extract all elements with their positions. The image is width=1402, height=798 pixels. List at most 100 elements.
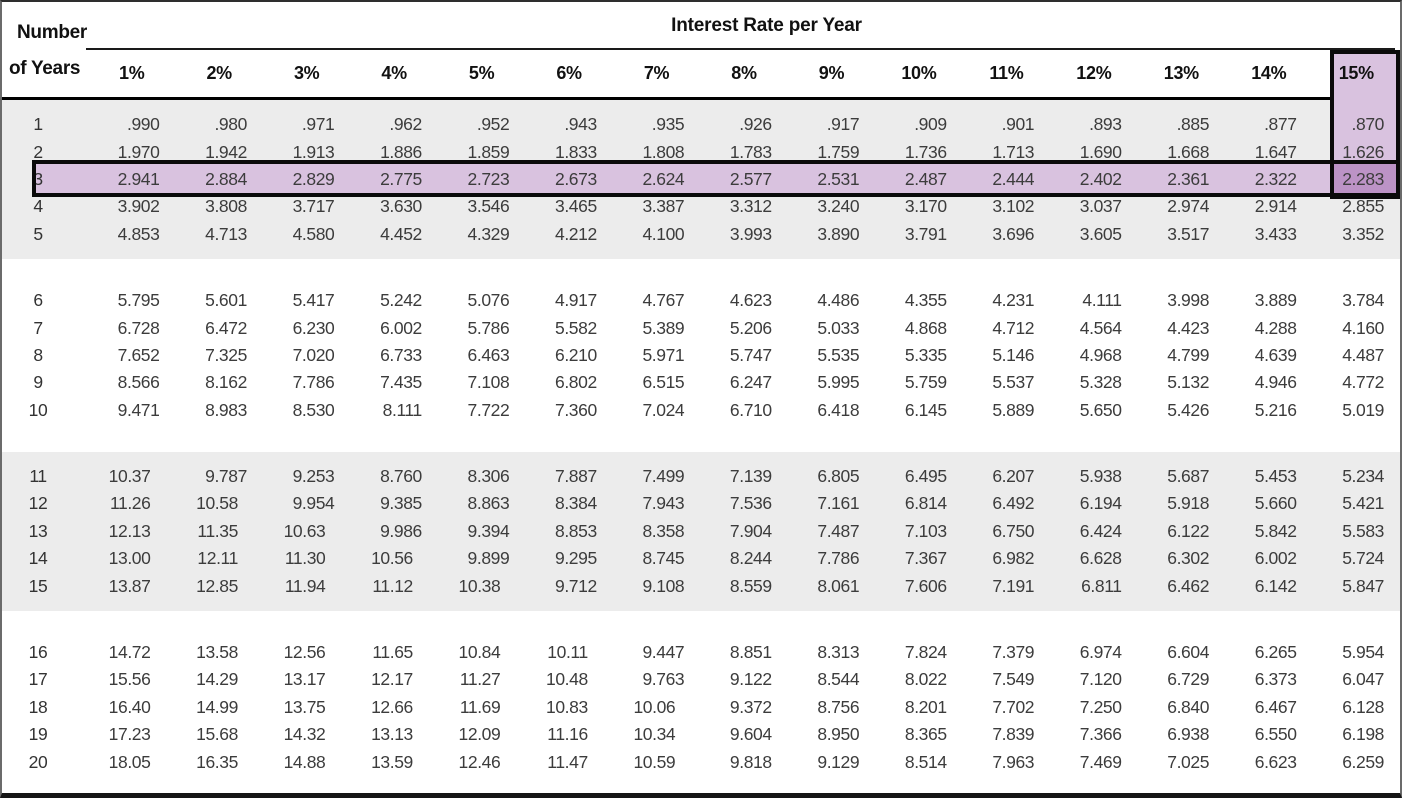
year-cell: 18 xyxy=(28,696,48,717)
column-header-7pct: 7% xyxy=(643,63,670,83)
value-cell: 2.884 xyxy=(205,168,247,189)
value-cell: 6.802 xyxy=(555,372,597,393)
value-cell: 3.902 xyxy=(117,196,160,217)
value-cell: 4.968 xyxy=(1079,344,1122,365)
year-cell: 12 xyxy=(28,493,48,514)
value-cell: 3.890 xyxy=(817,223,860,244)
value-cell: 2.941 xyxy=(117,168,160,189)
value-cell: 2.914 xyxy=(1254,196,1297,217)
year-cell: 15 xyxy=(28,575,48,596)
value-cell: 12.09 xyxy=(458,724,501,745)
value-cell: 6.492 xyxy=(992,493,1035,514)
value-cell: 5.206 xyxy=(729,317,772,338)
value-cell: 5.132 xyxy=(1167,372,1210,393)
value-cell: 1.970 xyxy=(117,141,160,162)
column-header-3pct: 3% xyxy=(293,63,320,83)
value-cell: 4.160 xyxy=(1342,317,1384,338)
value-cell: 9.129 xyxy=(817,751,860,772)
value-cell: 7.487 xyxy=(817,520,860,541)
value-cell: 8.745 xyxy=(642,548,685,569)
value-cell: 2.829 xyxy=(292,168,335,189)
value-cell: 17.23 xyxy=(108,724,151,745)
table-row-year-5: 5 4.853 4.713 4.580 4.452 4.329 4.212 4.100 3.99… xyxy=(2,221,1400,248)
value-cell: 6.463 xyxy=(467,344,510,365)
value-cell: 3.433 xyxy=(1254,223,1297,244)
year-cell: 6 xyxy=(33,290,43,311)
value-cell: 1.942 xyxy=(205,141,247,162)
row-band-2: 6 5.795 5.601 5.417 5.242 5.076 4.917 4.767 4.62… xyxy=(2,275,1400,435)
column-header-9pct: 9% xyxy=(818,63,845,83)
value-cell: 3.517 xyxy=(1167,223,1210,244)
value-cell: 7.360 xyxy=(555,399,597,420)
value-cell: 7.536 xyxy=(729,493,772,514)
value-cell: 2.775 xyxy=(380,168,422,189)
table-row-year-13: 13 12.13 11.35 10.63 9.986 9.394 8.853 8.358 7.9… xyxy=(2,518,1400,545)
value-cell: 2.974 xyxy=(1167,196,1210,217)
value-cell: 8.313 xyxy=(817,642,860,663)
value-cell: 8.111 xyxy=(382,399,423,420)
table-row-year-9: 9 8.566 8.162 7.786 7.435 7.108 6.802 6.515 6.24… xyxy=(2,369,1400,396)
value-cell: 14.88 xyxy=(283,751,326,772)
value-cell: .917 xyxy=(826,114,860,135)
value-cell: 16.40 xyxy=(108,696,151,717)
value-cell: 5.687 xyxy=(1167,466,1210,487)
value-cell: 6.550 xyxy=(1254,724,1297,745)
value-cell: 10.58 xyxy=(196,493,238,514)
value-cell: 7.250 xyxy=(1079,696,1122,717)
value-cell: 6.302 xyxy=(1167,548,1210,569)
row-band-1: 1 .990 .980 .971 .962 .952 .943 .935 .926 .917 .90… xyxy=(2,100,1400,259)
column-headers-row: 1% 2% 3% 4% 5% 6% 7% 8% 9% 10% 11% 12% 13% 14% 15% xyxy=(88,63,1400,84)
value-cell: 5.759 xyxy=(904,372,947,393)
value-cell: 4.580 xyxy=(292,223,335,244)
value-cell: 10.37 xyxy=(108,466,151,487)
value-cell: 14.99 xyxy=(196,696,238,717)
value-cell: 5.747 xyxy=(729,344,772,365)
value-cell: 4.767 xyxy=(642,290,685,311)
value-cell: 4.623 xyxy=(729,290,772,311)
value-cell: .926 xyxy=(739,114,772,135)
value-cell: 5.601 xyxy=(205,290,247,311)
value-cell: 4.423 xyxy=(1167,317,1210,338)
value-cell: 10.83 xyxy=(546,696,588,717)
table-row-year-12: 12 11.26 10.58 9.954 9.385 8.863 8.384 7.943 7.5… xyxy=(2,490,1400,517)
value-cell: 3.696 xyxy=(992,223,1035,244)
value-cell: 8.566 xyxy=(117,372,160,393)
column-header-14pct: 14% xyxy=(1251,63,1287,83)
value-cell: 7.963 xyxy=(992,751,1035,772)
value-cell: .870 xyxy=(1351,114,1385,135)
value-cell: 10.56 xyxy=(371,548,413,569)
value-cell: 7.435 xyxy=(380,372,422,393)
value-cell: 6.840 xyxy=(1167,696,1210,717)
table-title: Interest Rate per Year xyxy=(671,15,862,36)
highlight-column-fill xyxy=(1334,54,1396,164)
value-cell: 4.853 xyxy=(117,223,160,244)
value-cell: 4.712 xyxy=(992,317,1035,338)
value-cell: 7.786 xyxy=(817,548,860,569)
value-cell: 5.995 xyxy=(817,372,860,393)
value-cell: 1.713 xyxy=(992,141,1035,162)
table-row-year-2: 2 1.970 1.942 1.913 1.886 1.859 1.833 1.808 1.78… xyxy=(2,138,1400,165)
value-cell: 7.020 xyxy=(292,344,335,365)
value-cell: 5.535 xyxy=(817,344,860,365)
table-row-year-14: 14 13.00 12.11 11.30 10.56 9.899 9.295 8.745 8.2… xyxy=(2,545,1400,572)
value-cell: 7.103 xyxy=(904,520,947,541)
value-cell: 6.418 xyxy=(817,399,860,420)
value-cell: 11.12 xyxy=(372,575,413,596)
column-header-5pct: 5% xyxy=(468,63,495,83)
value-cell: 9.954 xyxy=(292,493,335,514)
value-cell: 6.467 xyxy=(1254,696,1297,717)
value-cell: 4.452 xyxy=(380,223,422,244)
value-cell: 11.27 xyxy=(459,669,501,690)
value-cell: 9.604 xyxy=(729,724,772,745)
year-cell: 5 xyxy=(33,223,43,244)
table-row-year-16: 16 14.72 13.58 12.56 11.65 10.84 10.11 9.447 8.8… xyxy=(2,639,1400,666)
value-cell: 6.207 xyxy=(992,466,1035,487)
column-header-15pct: 15% xyxy=(1338,63,1374,83)
table-row-year-1: 1 .990 .980 .971 .962 .952 .943 .935 .926 .917 .90… xyxy=(2,111,1400,138)
year-cell: 13 xyxy=(28,520,48,541)
value-cell: 11.26 xyxy=(109,493,151,514)
value-cell: 4.564 xyxy=(1079,317,1122,338)
value-cell: .943 xyxy=(564,114,597,135)
value-cell: 10.63 xyxy=(283,520,326,541)
value-cell: 7.652 xyxy=(117,344,160,365)
